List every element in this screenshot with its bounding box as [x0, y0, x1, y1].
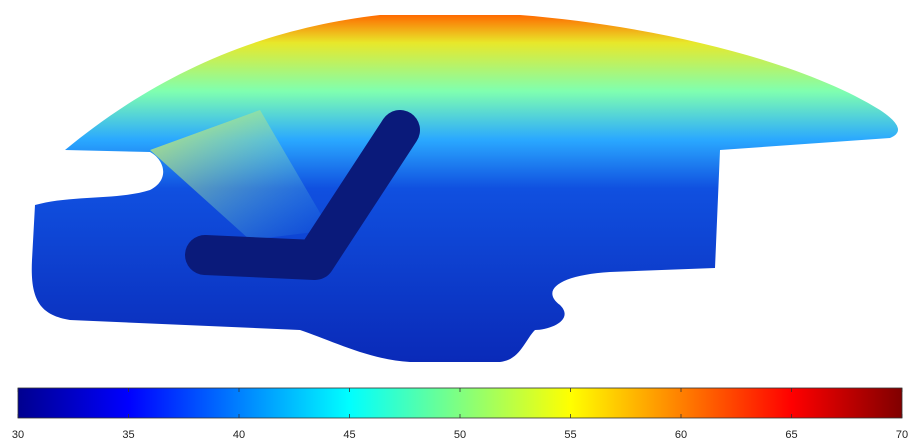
- field-region: [31, 15, 898, 362]
- tick-label: 40: [233, 429, 245, 441]
- tick-label: 60: [675, 429, 687, 441]
- tick-label: 65: [785, 429, 797, 441]
- tick-label: 55: [564, 429, 576, 441]
- mesh-field: [31, 15, 898, 362]
- field-streak: [150, 110, 330, 240]
- colorbar: [17, 387, 903, 419]
- dark-region: [185, 110, 420, 280]
- tick-label: 30: [12, 429, 24, 441]
- tick-label: 45: [343, 429, 355, 441]
- tick-label: 70: [896, 429, 908, 441]
- tick-label: 50: [454, 429, 466, 441]
- tick-label: 35: [122, 429, 134, 441]
